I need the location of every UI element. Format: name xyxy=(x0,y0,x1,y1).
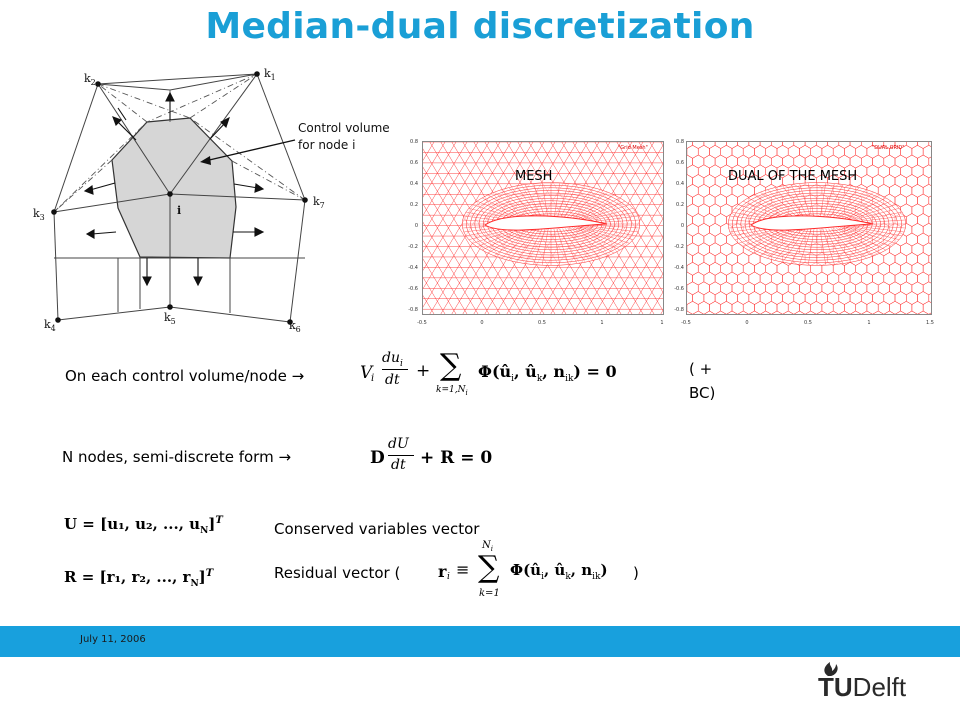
semi-discrete-text: N nodes, semi-discrete form → xyxy=(62,448,292,466)
footer-date: July 11, 2006 xyxy=(80,634,146,645)
airfoil-radials xyxy=(728,183,906,265)
node-label-k1: k1 xyxy=(264,67,276,82)
airfoil-shape xyxy=(750,215,874,231)
tick-label: 0 xyxy=(681,223,684,229)
dual-y-ticks: 0.8 0.6 0.4 0.2 0 -0.2 -0.4 -0.6 -0.8 xyxy=(664,137,686,317)
tick-label: 0.5 xyxy=(804,320,812,326)
tick-label: 0.6 xyxy=(410,160,418,166)
control-volume-text: On each control volume/node → xyxy=(65,367,305,385)
tick-label: 0.5 xyxy=(538,320,546,326)
node-label-k5: k5 xyxy=(164,311,176,326)
tick-label: -0.4 xyxy=(674,265,684,271)
tick-label: 0.8 xyxy=(410,139,418,145)
tick-label: -0.6 xyxy=(674,286,684,292)
tick-label: 0.4 xyxy=(676,181,684,187)
mesh-y-ticks: 0.8 0.6 0.4 0.2 0 -0.2 -0.4 -0.6 -0.8 xyxy=(398,137,420,317)
mesh-plot-svg xyxy=(319,141,831,315)
callout-line-2: for node i xyxy=(298,138,355,152)
node-label-k3: k3 xyxy=(33,207,45,222)
mesh-plot xyxy=(319,141,831,315)
dual-legend: "DUAL GRID" xyxy=(872,145,905,151)
airfoil-shape xyxy=(484,215,608,231)
tick-label: -0.8 xyxy=(674,307,684,313)
eq1-i: i xyxy=(511,374,515,385)
r-vector-definition: R = [r₁, r₂, ..., rN]T xyxy=(64,568,214,589)
bc-text-2: BC) xyxy=(689,384,716,402)
footer-bar xyxy=(0,626,960,657)
dual-label: DUAL OF THE MESH xyxy=(728,169,858,184)
tick-label: -0.5 xyxy=(417,320,427,326)
residual-vector-text: Residual vector ( xyxy=(274,564,401,582)
node-label-k7: k7 xyxy=(313,195,325,210)
tick-label: 1 xyxy=(867,320,870,326)
dual-plot-svg xyxy=(681,135,941,325)
callout-line-1: Control volume xyxy=(298,121,390,135)
tick-label: 0 xyxy=(415,223,418,229)
dual-x-ticks: -0.5 0 0.5 1 1.5 xyxy=(676,313,940,326)
slide-title: Median-dual discretization xyxy=(205,6,755,47)
equation-semi-discrete-node: V i dui dt + ∑ k=1,Ni Φ(ûi, ûk, nik) = 0 xyxy=(360,348,617,397)
tick-label: -0.2 xyxy=(408,244,418,250)
tick-label: 0.2 xyxy=(410,202,418,208)
tu-delft-logo: TUDelft xyxy=(818,672,907,702)
node-label-k2: k2 xyxy=(84,72,96,87)
equation-global-system: D dU dt + R = 0 xyxy=(370,436,493,473)
residual-close-paren: ) xyxy=(633,564,639,582)
node-label-k4: k4 xyxy=(44,318,56,333)
tick-label: 0 xyxy=(745,320,748,326)
flame-icon xyxy=(824,662,838,676)
tick-label: -0.2 xyxy=(674,244,684,250)
tick-label: 0.8 xyxy=(676,139,684,145)
tick-label: -0.4 xyxy=(408,265,418,271)
bc-text-1: ( + xyxy=(689,360,713,378)
tick-label: 0.2 xyxy=(676,202,684,208)
mesh-legend: "Grid Mesh" xyxy=(618,145,648,151)
node-label-i: i xyxy=(177,204,181,217)
mesh-x-ticks: -0.5 0 0.5 1 1 xyxy=(412,313,672,326)
tick-label: 1 xyxy=(600,320,603,326)
tick-label: 1 xyxy=(660,320,663,326)
tick-label: -0.8 xyxy=(408,307,418,313)
mesh-label: MESH xyxy=(515,169,553,184)
tick-label: -0.6 xyxy=(408,286,418,292)
tick-label: 0.4 xyxy=(410,181,418,187)
tick-label: 1.5 xyxy=(926,320,934,326)
tick-label: -0.5 xyxy=(681,320,691,326)
control-volume-figure: k2 k1 k3 k7 k4 k5 k6 i Control volume fo… xyxy=(33,67,390,334)
dual-plot xyxy=(681,135,941,325)
conserved-variables-text: Conserved variables vector xyxy=(274,520,480,538)
tick-label: 0 xyxy=(480,320,483,326)
tick-label: 0.6 xyxy=(676,160,684,166)
u-vector-definition: U = [u₁, u₂, ..., uN]T xyxy=(64,515,223,536)
node-label-k6: k6 xyxy=(289,319,301,334)
residual-equation: r i ≡ Ni ∑ k=1 Φ(ûi, ûk, nik) xyxy=(438,540,608,599)
